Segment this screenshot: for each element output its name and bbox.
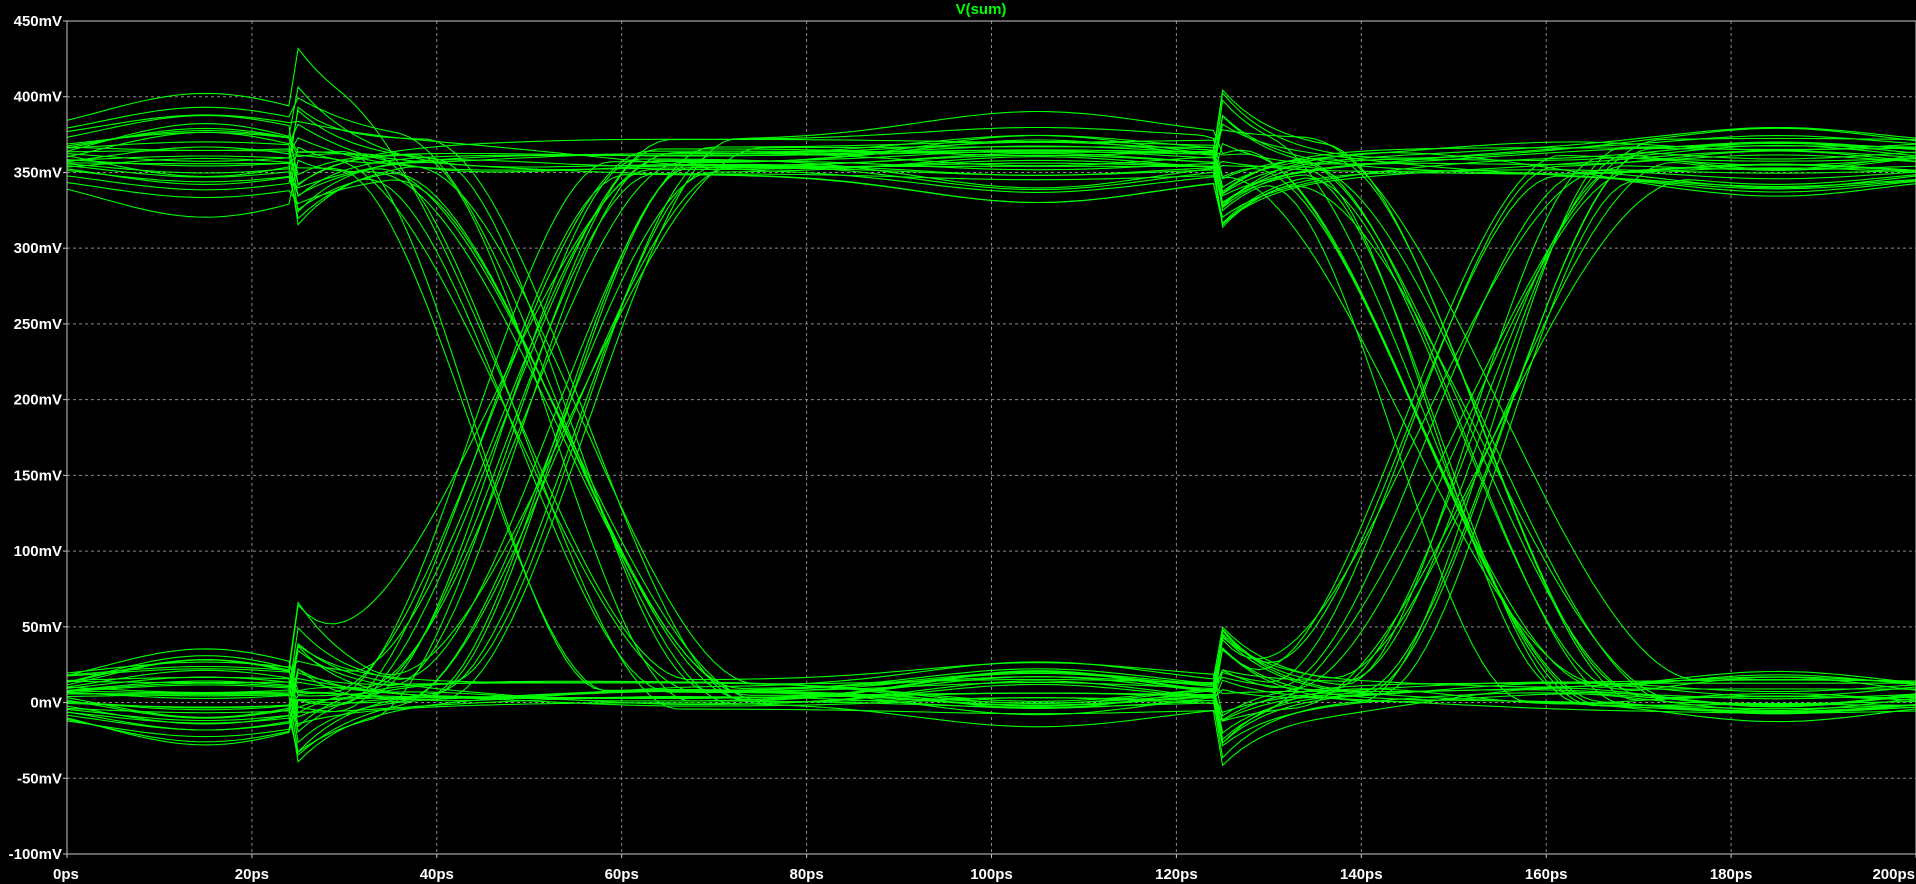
trace-line: [66, 85, 1916, 690]
trace-line: [66, 146, 1916, 683]
y-tick-label: 50mV: [22, 619, 62, 636]
x-tick-label: 100ps: [970, 866, 1013, 883]
trace-line: [66, 159, 1916, 713]
y-tick-label: 0mV: [30, 695, 62, 712]
trace-line: [66, 135, 1916, 754]
trace-line: [66, 123, 1916, 709]
trace-line: [66, 114, 1916, 676]
y-tick-label: 100mV: [14, 543, 62, 560]
trace-line: [66, 180, 1916, 722]
trace-line: [66, 141, 1916, 728]
y-tick-label: 450mV: [14, 13, 62, 30]
x-tick-label: 200ps: [1872, 866, 1915, 883]
trace-line: [66, 150, 1916, 716]
y-tick-label: -50mV: [17, 770, 62, 787]
x-tick-label: 80ps: [789, 866, 823, 883]
trace-line: [66, 130, 1916, 767]
trace-line: [66, 137, 1916, 741]
y-tick-label: 250mV: [14, 316, 62, 333]
trace-line: [66, 47, 1916, 717]
x-tick-label: 120ps: [1155, 866, 1198, 883]
trace-line: [66, 163, 1916, 702]
y-tick-label: -100mV: [9, 846, 62, 863]
y-tick-label: 350mV: [14, 164, 62, 181]
trace-line: [66, 174, 1916, 728]
trace-layer: [66, 47, 1916, 767]
trace-line: [66, 137, 1916, 227]
trace-line: [66, 109, 1916, 695]
trace-line: [66, 152, 1916, 756]
x-tick-label: 140ps: [1340, 866, 1383, 883]
x-tick-label: 0ps: [53, 866, 79, 883]
y-tick-label: 150mV: [14, 467, 62, 484]
x-tick-label: 180ps: [1710, 866, 1753, 883]
trace-line: [66, 157, 1916, 693]
y-tick-label: 200mV: [14, 392, 62, 409]
trace-line: [66, 99, 1916, 707]
x-tick-label: 60ps: [605, 866, 639, 883]
trace-line: [66, 134, 1916, 691]
y-axis-ticks: -100mV -50mV 0mV 50mV 100mV 150mV 200mV 250mV 30…: [9, 13, 67, 863]
trace-line: [66, 149, 1916, 710]
x-tick-label: 160ps: [1525, 866, 1568, 883]
y-tick-label: 400mV: [14, 89, 62, 106]
x-tick-label: 40ps: [420, 866, 454, 883]
trace-line: [66, 114, 1916, 193]
trace-line: [66, 689, 1916, 763]
trace-line: [66, 642, 1916, 706]
grid-lines: [67, 21, 1916, 854]
x-axis-ticks: 0ps 20ps 40ps 60ps 80ps 100ps 120ps 140ps 160ps 1…: [53, 854, 1916, 883]
chart-title: V(sum): [956, 1, 1007, 18]
trace-line: [66, 145, 1916, 759]
y-tick-label: 300mV: [14, 240, 62, 257]
trace-line: [66, 106, 1916, 747]
trace-line: [66, 126, 1916, 738]
x-tick-label: 20ps: [235, 866, 269, 883]
trace-line: [66, 156, 1916, 731]
trace-line: [66, 92, 1916, 692]
trace-line: [66, 115, 1916, 714]
trace-line: [66, 680, 1916, 745]
